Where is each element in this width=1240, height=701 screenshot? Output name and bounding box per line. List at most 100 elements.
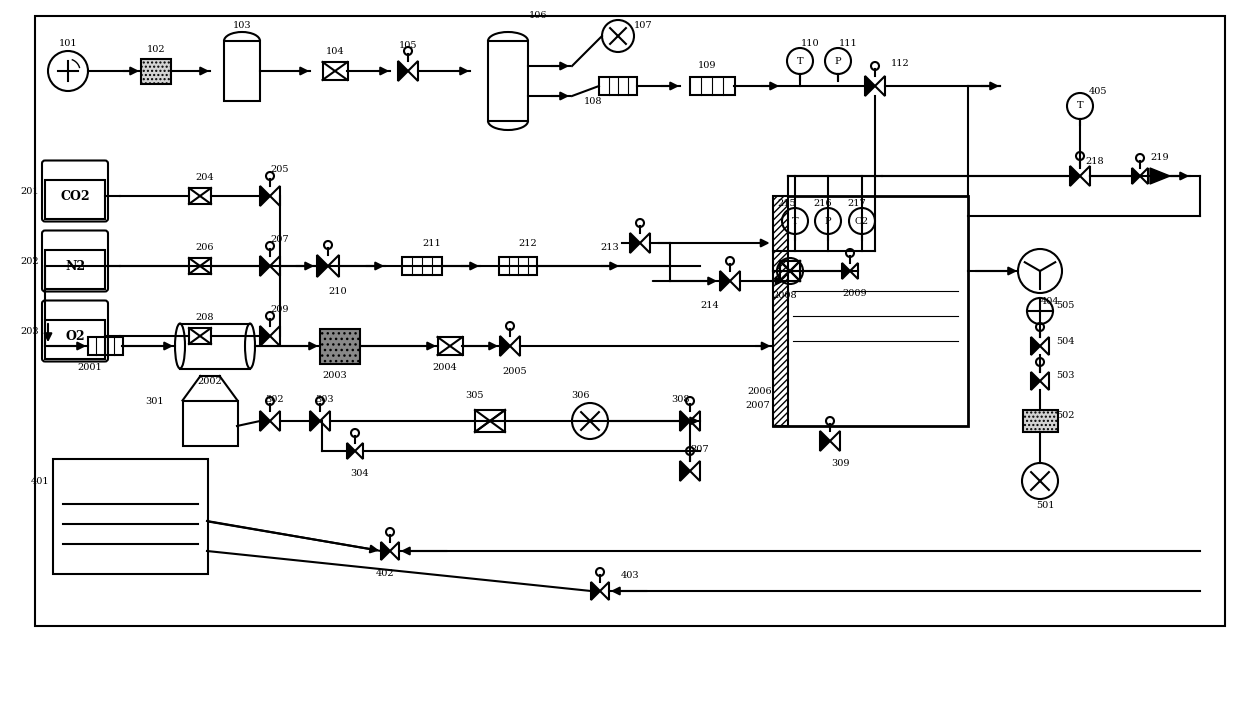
Bar — [438, 337, 463, 355]
Polygon shape — [820, 431, 830, 451]
Polygon shape — [600, 582, 609, 600]
Text: 303: 303 — [316, 395, 335, 404]
Polygon shape — [730, 271, 740, 291]
Bar — [780, 261, 800, 281]
Bar — [320, 329, 360, 364]
Text: 404: 404 — [1040, 297, 1059, 306]
Polygon shape — [381, 542, 391, 560]
Text: 202: 202 — [21, 257, 40, 266]
Text: 111: 111 — [838, 39, 857, 48]
Polygon shape — [310, 411, 320, 431]
Polygon shape — [630, 233, 640, 253]
Text: 217: 217 — [848, 198, 867, 207]
Polygon shape — [1149, 168, 1171, 184]
Polygon shape — [866, 76, 875, 96]
Text: O2: O2 — [854, 217, 869, 226]
Text: P: P — [835, 57, 841, 65]
Polygon shape — [500, 336, 510, 356]
Polygon shape — [260, 256, 270, 276]
Text: 218: 218 — [1086, 156, 1105, 165]
Bar — [141, 58, 171, 83]
Text: 305: 305 — [466, 391, 485, 400]
Bar — [498, 257, 537, 275]
Text: 2002: 2002 — [197, 376, 222, 386]
Text: 2009: 2009 — [843, 289, 867, 297]
Bar — [45, 320, 105, 358]
Text: T: T — [796, 57, 804, 65]
Polygon shape — [1040, 337, 1049, 355]
Bar — [402, 257, 441, 275]
Polygon shape — [270, 256, 280, 276]
Text: 501: 501 — [1035, 501, 1054, 510]
Text: 101: 101 — [58, 39, 77, 48]
Text: 405: 405 — [1089, 86, 1107, 95]
Bar — [188, 188, 211, 204]
Polygon shape — [408, 61, 418, 81]
Polygon shape — [317, 255, 329, 277]
Text: CO2: CO2 — [61, 189, 89, 203]
Polygon shape — [689, 411, 701, 431]
Text: 103: 103 — [233, 22, 252, 31]
Polygon shape — [680, 461, 689, 481]
Text: 209: 209 — [270, 306, 289, 315]
Polygon shape — [640, 233, 650, 253]
Text: 216: 216 — [813, 198, 832, 207]
Text: 106: 106 — [528, 11, 547, 20]
Text: 105: 105 — [399, 41, 417, 50]
Text: 504: 504 — [1055, 336, 1074, 346]
Text: 219: 219 — [1151, 154, 1169, 163]
Bar — [52, 458, 207, 573]
Text: 2005: 2005 — [502, 367, 527, 376]
Polygon shape — [320, 411, 330, 431]
Polygon shape — [1030, 372, 1040, 390]
Polygon shape — [398, 61, 408, 81]
Text: 212: 212 — [518, 240, 537, 248]
Polygon shape — [270, 326, 280, 346]
Text: P: P — [825, 217, 831, 226]
Polygon shape — [355, 443, 363, 459]
Text: 2004: 2004 — [433, 364, 458, 372]
Text: 107: 107 — [634, 22, 652, 31]
Polygon shape — [1070, 166, 1080, 186]
Polygon shape — [875, 76, 885, 96]
Text: 204: 204 — [196, 174, 215, 182]
Text: 201: 201 — [21, 186, 40, 196]
Bar — [188, 258, 211, 274]
Text: 203: 203 — [21, 327, 40, 336]
Text: 205: 205 — [270, 165, 289, 175]
Text: N2: N2 — [64, 259, 86, 273]
Text: 306: 306 — [570, 391, 589, 400]
Polygon shape — [680, 411, 689, 431]
Text: 214: 214 — [701, 301, 719, 311]
Text: 401: 401 — [31, 477, 50, 486]
Text: 402: 402 — [376, 569, 394, 578]
Text: 112: 112 — [890, 60, 909, 69]
Text: 304: 304 — [351, 468, 370, 477]
Polygon shape — [849, 263, 858, 279]
Text: 309: 309 — [831, 458, 849, 468]
Bar — [689, 77, 734, 95]
Bar — [35, 16, 1225, 626]
Text: 102: 102 — [146, 44, 165, 53]
Text: 213: 213 — [600, 243, 619, 252]
Text: 307: 307 — [691, 444, 709, 454]
Polygon shape — [1080, 166, 1090, 186]
Text: O2: O2 — [66, 329, 84, 343]
Text: 503: 503 — [1055, 372, 1074, 381]
Polygon shape — [347, 443, 355, 459]
Bar — [45, 250, 105, 289]
Text: 109: 109 — [698, 62, 717, 71]
Text: 215: 215 — [777, 198, 796, 207]
Polygon shape — [270, 186, 280, 206]
Text: 208: 208 — [196, 313, 215, 322]
Bar — [45, 180, 105, 219]
Text: 110: 110 — [801, 39, 820, 48]
Text: 505: 505 — [1055, 301, 1074, 311]
Bar — [1023, 410, 1058, 432]
Bar — [182, 400, 238, 446]
Polygon shape — [1030, 337, 1040, 355]
Text: 104: 104 — [326, 46, 345, 55]
Bar — [773, 196, 787, 426]
Polygon shape — [830, 431, 839, 451]
Polygon shape — [720, 271, 730, 291]
